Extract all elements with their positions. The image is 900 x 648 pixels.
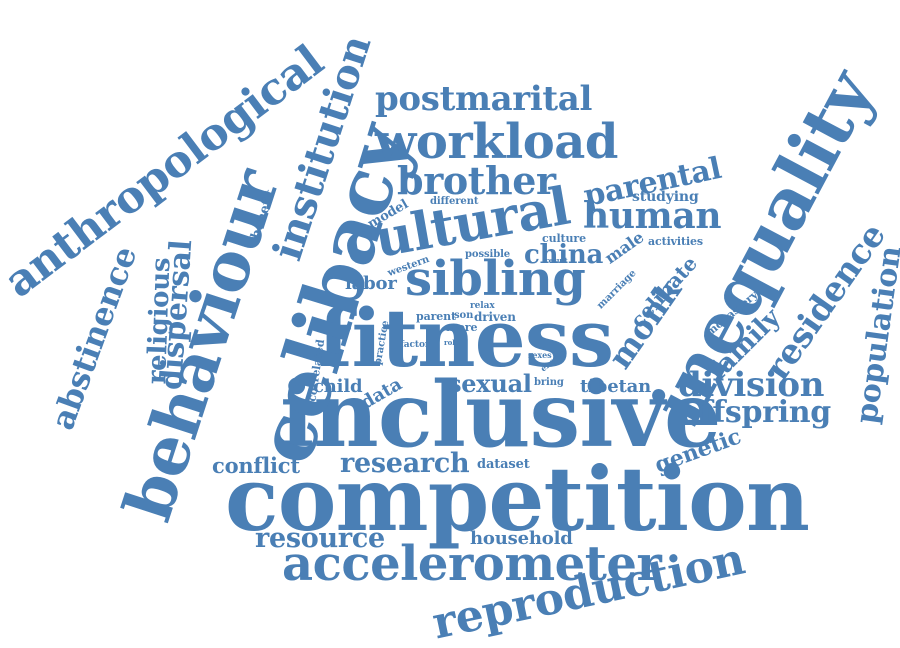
word-conflict: conflict: [212, 453, 300, 478]
word-culture: culture: [542, 232, 586, 245]
word-sexes: sexes: [528, 350, 552, 360]
word-driven: driven: [474, 310, 516, 324]
word-postmarital: postmarital: [375, 79, 593, 119]
word-labor: labor: [345, 273, 397, 294]
word-division: division: [678, 365, 825, 405]
word-marriage: marriage: [595, 267, 639, 312]
word-household: household: [470, 528, 573, 549]
word-tibetan: tibetan: [580, 376, 651, 397]
word-relax: relax: [470, 301, 495, 311]
word-offspring: offspring: [680, 395, 831, 430]
word-factor: factor: [400, 340, 430, 350]
word-resource: resource: [255, 523, 385, 554]
word-sibling: sibling: [405, 251, 586, 307]
word-activities: activities: [648, 235, 704, 248]
word-human: human: [583, 195, 722, 237]
word-result: result: [545, 256, 568, 265]
word-accelerometer: accelerometer: [282, 536, 662, 592]
word-sexual: sexual: [448, 369, 532, 398]
word-research: research: [340, 448, 470, 479]
word-bring: bring: [534, 377, 564, 388]
word-different: different: [430, 196, 479, 207]
word-competition: competition: [225, 447, 810, 551]
word-fitness: fitness: [318, 291, 614, 385]
word-dataset: dataset: [477, 457, 530, 472]
word-child: child: [313, 376, 363, 397]
word-workload: workload: [375, 114, 618, 170]
word-possible: possible: [465, 249, 511, 260]
word-studying: studying: [632, 189, 699, 205]
word-brother: brother: [397, 158, 556, 203]
word-more: more: [446, 321, 478, 334]
word-china: china: [524, 240, 604, 270]
word-role: role: [444, 338, 460, 347]
word-inclusive: inclusive: [280, 362, 721, 468]
word-parent: parent: [416, 310, 457, 323]
word-son: son: [454, 310, 474, 321]
